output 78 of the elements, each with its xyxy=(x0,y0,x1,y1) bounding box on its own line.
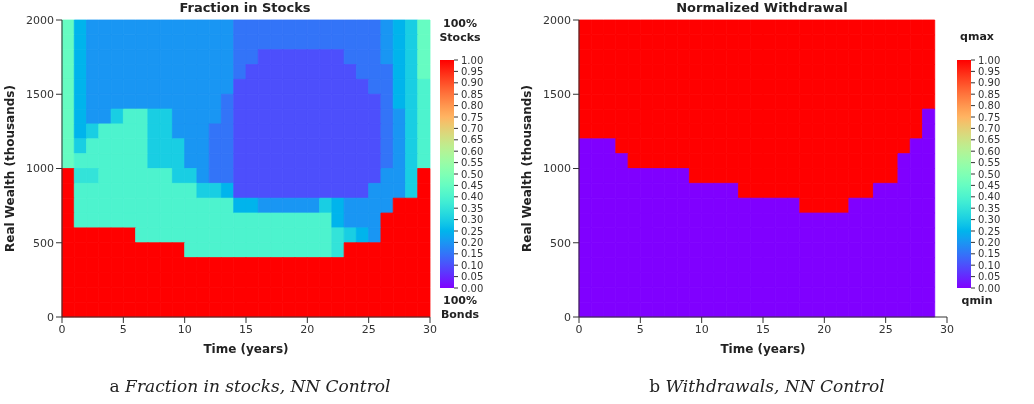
color-bar-label: 0.80 xyxy=(461,100,484,112)
color-bar-label: 0.35 xyxy=(978,202,1001,214)
color-bar-label: 0.55 xyxy=(461,157,484,169)
y-tick-label: 500 xyxy=(33,236,54,250)
color-bar-label: 0.75 xyxy=(978,111,1001,123)
color-bar-label: 0.05 xyxy=(461,271,484,283)
color-bar-label: 0.85 xyxy=(978,88,1001,100)
color-bar-label: 1.00 xyxy=(978,54,1001,66)
y-tick-label: 2000 xyxy=(543,13,571,27)
y-tick-label: 1500 xyxy=(543,88,571,102)
color-bar-label: 0.95 xyxy=(978,65,1001,77)
color-bar-label: 0.65 xyxy=(461,134,484,146)
y-tick-label: 0 xyxy=(47,310,54,324)
color-bar-label: 0.50 xyxy=(978,168,1001,180)
color-bar-label: 0.00 xyxy=(978,282,1001,294)
x-tick-label: 5 xyxy=(119,322,127,336)
color-bar-label: 0.60 xyxy=(461,145,484,157)
x-tick-label: 0 xyxy=(58,322,66,336)
y-tick-label: 500 xyxy=(550,236,571,250)
color-bar-label: 0.00 xyxy=(461,282,484,294)
color-bar-label: 0.15 xyxy=(461,248,484,260)
x-tick-label: 15 xyxy=(756,322,770,336)
text: b Withdrawals, NN Control xyxy=(649,376,885,396)
color-bar-label: 0.90 xyxy=(978,77,1001,89)
color-bar-label: 0.80 xyxy=(978,100,1001,112)
color-bar-label: 0.35 xyxy=(461,202,484,214)
y-axis-title: Real Wealth (thousands) xyxy=(520,85,535,252)
color-bar-label: 0.65 xyxy=(978,134,1001,146)
color-bar-label: 0.90 xyxy=(461,77,484,89)
x-tick-label: 25 xyxy=(361,322,376,336)
color-bar-label: 0.20 xyxy=(978,236,1001,248)
color-bar-label: 0.50 xyxy=(461,168,484,180)
x-tick-label: 20 xyxy=(817,322,832,336)
color-bar-label: 0.60 xyxy=(978,145,1001,157)
color-bar-title: 100% Stocks xyxy=(439,17,482,44)
x-axis-title: Time (years) xyxy=(203,342,289,356)
text: qmin xyxy=(961,294,993,307)
chart-title: Fraction in Stocks xyxy=(178,0,312,15)
color-bar-label: 0.75 xyxy=(461,111,484,123)
color-bar-label: 0.95 xyxy=(461,65,484,77)
color-bar-label: 0.15 xyxy=(978,248,1001,260)
text: a Fraction in stocks, NN Control xyxy=(109,376,391,396)
y-tick-label: 1000 xyxy=(543,162,571,176)
x-tick-label: 10 xyxy=(694,322,709,336)
color-bar-label: 0.70 xyxy=(461,122,484,134)
color-bar-label: 0.85 xyxy=(461,88,484,100)
color-bar-label: 0.70 xyxy=(978,122,1001,134)
y-axis-title: Real Wealth (thousands) xyxy=(3,85,18,252)
color-bar-label: 0.30 xyxy=(978,214,1001,226)
color-bar-label: 1.00 xyxy=(461,54,484,66)
color-bar-label: 0.25 xyxy=(978,225,1001,237)
x-tick-label: 20 xyxy=(300,322,315,336)
y-tick-label: 0 xyxy=(564,310,571,324)
y-tick-label: 2000 xyxy=(26,13,54,27)
chart-title: Normalized Withdrawal xyxy=(675,0,849,15)
color-bar-title: qmax xyxy=(960,30,994,43)
color-bar-label: 0.40 xyxy=(461,191,484,203)
x-tick-label: 0 xyxy=(575,322,583,336)
color-bar-label: 0.25 xyxy=(461,225,484,237)
text: 100% Bonds xyxy=(440,294,480,321)
color-bar-label: 0.40 xyxy=(978,191,1001,203)
x-tick-label: 15 xyxy=(239,322,253,336)
x-tick-label: 5 xyxy=(636,322,644,336)
color-bar-label: 0.30 xyxy=(461,214,484,226)
x-tick-label: 10 xyxy=(177,322,192,336)
color-bar-label: 0.05 xyxy=(978,271,1001,283)
x-axis-title: Time (years) xyxy=(720,342,806,356)
color-bar-label: 0.20 xyxy=(461,236,484,248)
x-tick-label: 25 xyxy=(878,322,893,336)
color-bar-label: 0.10 xyxy=(978,259,1001,271)
y-tick-label: 1500 xyxy=(26,88,54,102)
x-tick-label: 30 xyxy=(423,322,437,336)
y-tick-label: 1000 xyxy=(26,162,54,176)
color-bar-label: 0.45 xyxy=(978,179,1001,191)
color-bar-label: 0.55 xyxy=(978,157,1001,169)
x-tick-label: 30 xyxy=(940,322,954,336)
color-bar-label: 0.10 xyxy=(461,259,484,271)
color-bar-label: 0.45 xyxy=(461,179,484,191)
